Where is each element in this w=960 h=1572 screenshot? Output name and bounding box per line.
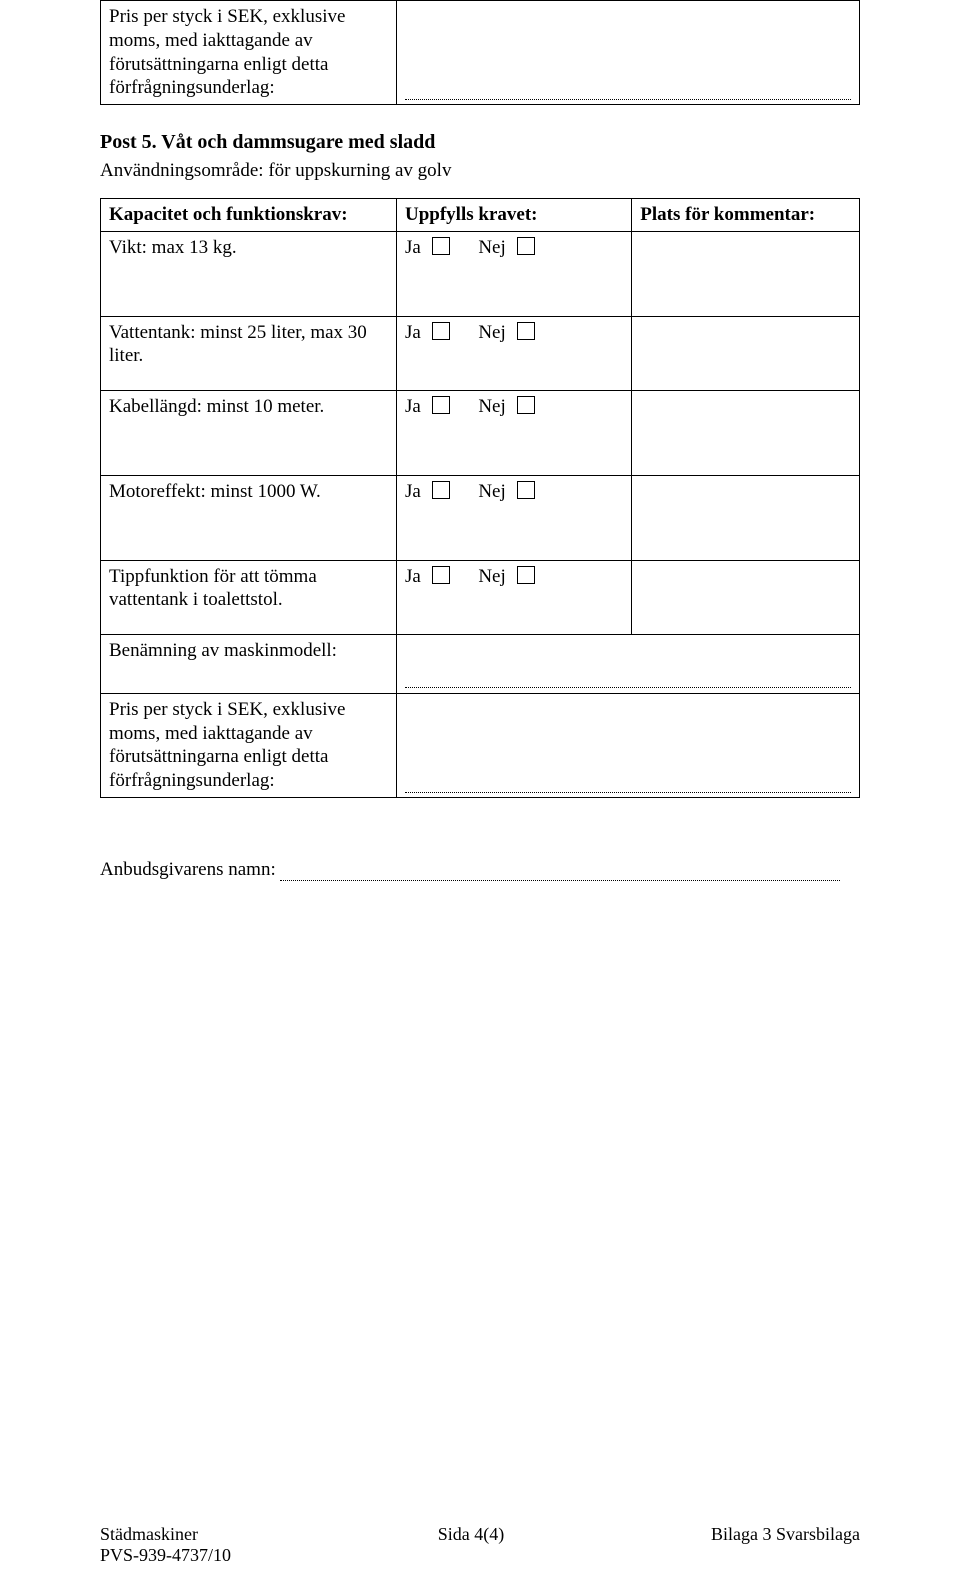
dotted-fill-line [280, 858, 840, 881]
yn-cell: Ja Nej [397, 231, 632, 316]
col-header-3: Plats för kommentar: [632, 199, 860, 232]
ja-label: Ja [405, 481, 421, 502]
yes-no-group: Ja Nej [405, 395, 535, 419]
yes-no-group: Ja Nej [405, 480, 535, 504]
ja-label: Ja [405, 396, 421, 417]
dotted-fill-line [405, 77, 851, 100]
comment-cell [632, 560, 860, 635]
table-row: Kabellängd: minst 10 meter. Ja Nej [101, 391, 860, 476]
model-fill-cell [397, 635, 860, 694]
ja-label: Ja [405, 237, 421, 258]
spec-text: Tippfunktion för att tömma vattentank i … [109, 566, 317, 611]
page: Pris per styck i SEK, exklusive moms, me… [0, 0, 960, 1572]
nej-label: Nej [478, 396, 505, 417]
table-row: Benämning av maskinmodell: [101, 635, 860, 694]
footer-right: Bilaga 3 Svarsbilaga [711, 1524, 860, 1566]
footer-left-line1: Städmaskiner [100, 1524, 231, 1545]
table-row: Pris per styck i SEK, exklusive moms, me… [101, 1, 860, 105]
page-footer: Städmaskiner PVS-939-4737/10 Sida 4(4) B… [100, 1524, 860, 1566]
nej-label: Nej [478, 322, 505, 343]
checkbox-nej[interactable] [517, 237, 535, 255]
post5-heading: Post 5. Våt och dammsugare med sladd [100, 131, 860, 154]
table-row: Vikt: max 13 kg. Ja Nej [101, 231, 860, 316]
spec-cell: Motoreffekt: minst 1000 W. [101, 475, 397, 560]
yn-cell: Ja Nej [397, 391, 632, 476]
checkbox-nej[interactable] [517, 396, 535, 414]
yes-no-group: Ja Nej [405, 321, 535, 345]
nej-label: Nej [478, 566, 505, 587]
spec-cell: Tippfunktion för att tömma vattentank i … [101, 560, 397, 635]
intro-left-cell: Pris per styck i SEK, exklusive moms, me… [101, 1, 397, 105]
checkbox-ja[interactable] [432, 566, 450, 584]
ja-label: Ja [405, 322, 421, 343]
spec-text: Kabellängd: minst 10 meter. [109, 396, 324, 417]
spec-table: Kapacitet och funktionskrav: Uppfylls kr… [100, 198, 860, 798]
comment-cell [632, 391, 860, 476]
checkbox-ja[interactable] [432, 322, 450, 340]
footer-left-line2: PVS-939-4737/10 [100, 1545, 231, 1566]
bidder-name-label: Anbudsgivarens namn: [100, 859, 276, 880]
checkbox-ja[interactable] [432, 396, 450, 414]
spec-cell: Kabellängd: minst 10 meter. [101, 391, 397, 476]
footer-left: Städmaskiner PVS-939-4737/10 [100, 1524, 231, 1566]
spec-text: Pris per styck i SEK, exklusive moms, me… [109, 699, 345, 791]
col-header-2: Uppfylls kravet: [397, 199, 632, 232]
table-row: Tippfunktion för att tömma vattentank i … [101, 560, 860, 635]
yes-no-group: Ja Nej [405, 236, 535, 260]
nej-label: Nej [478, 481, 505, 502]
table-header-row: Kapacitet och funktionskrav: Uppfylls kr… [101, 199, 860, 232]
intro-right-cell [397, 1, 860, 105]
checkbox-ja[interactable] [432, 481, 450, 499]
nej-label: Nej [478, 237, 505, 258]
spec-cell: Vikt: max 13 kg. [101, 231, 397, 316]
ja-label: Ja [405, 566, 421, 587]
footer-center: Sida 4(4) [438, 1524, 505, 1566]
bidder-name-row: Anbudsgivarens namn: [100, 858, 860, 881]
yn-cell: Ja Nej [397, 316, 632, 391]
checkbox-nej[interactable] [517, 481, 535, 499]
comment-cell [632, 475, 860, 560]
spec-cell: Benämning av maskinmodell: [101, 635, 397, 694]
post5-subheading: Användningsområde: för uppskurning av go… [100, 160, 860, 182]
checkbox-nej[interactable] [517, 322, 535, 340]
yn-cell: Ja Nej [397, 475, 632, 560]
spec-text: Vikt: max 13 kg. [109, 237, 237, 258]
spec-cell: Pris per styck i SEK, exklusive moms, me… [101, 693, 397, 797]
comment-cell [632, 231, 860, 316]
yes-no-group: Ja Nej [405, 565, 535, 589]
intro-price-table: Pris per styck i SEK, exklusive moms, me… [100, 0, 860, 105]
price-fill-cell [397, 693, 860, 797]
spec-text: Motoreffekt: minst 1000 W. [109, 481, 321, 502]
spec-text: Vattentank: minst 25 liter, max 30 liter… [109, 322, 367, 367]
table-row: Pris per styck i SEK, exklusive moms, me… [101, 693, 860, 797]
spec-cell: Vattentank: minst 25 liter, max 30 liter… [101, 316, 397, 391]
comment-cell [632, 316, 860, 391]
dotted-fill-line [405, 665, 851, 688]
dotted-fill-line [405, 770, 851, 793]
checkbox-ja[interactable] [432, 237, 450, 255]
checkbox-nej[interactable] [517, 566, 535, 584]
table-row: Motoreffekt: minst 1000 W. Ja Nej [101, 475, 860, 560]
col-header-1: Kapacitet och funktionskrav: [101, 199, 397, 232]
yn-cell: Ja Nej [397, 560, 632, 635]
spec-text: Benämning av maskinmodell: [109, 640, 337, 661]
table-row: Vattentank: minst 25 liter, max 30 liter… [101, 316, 860, 391]
